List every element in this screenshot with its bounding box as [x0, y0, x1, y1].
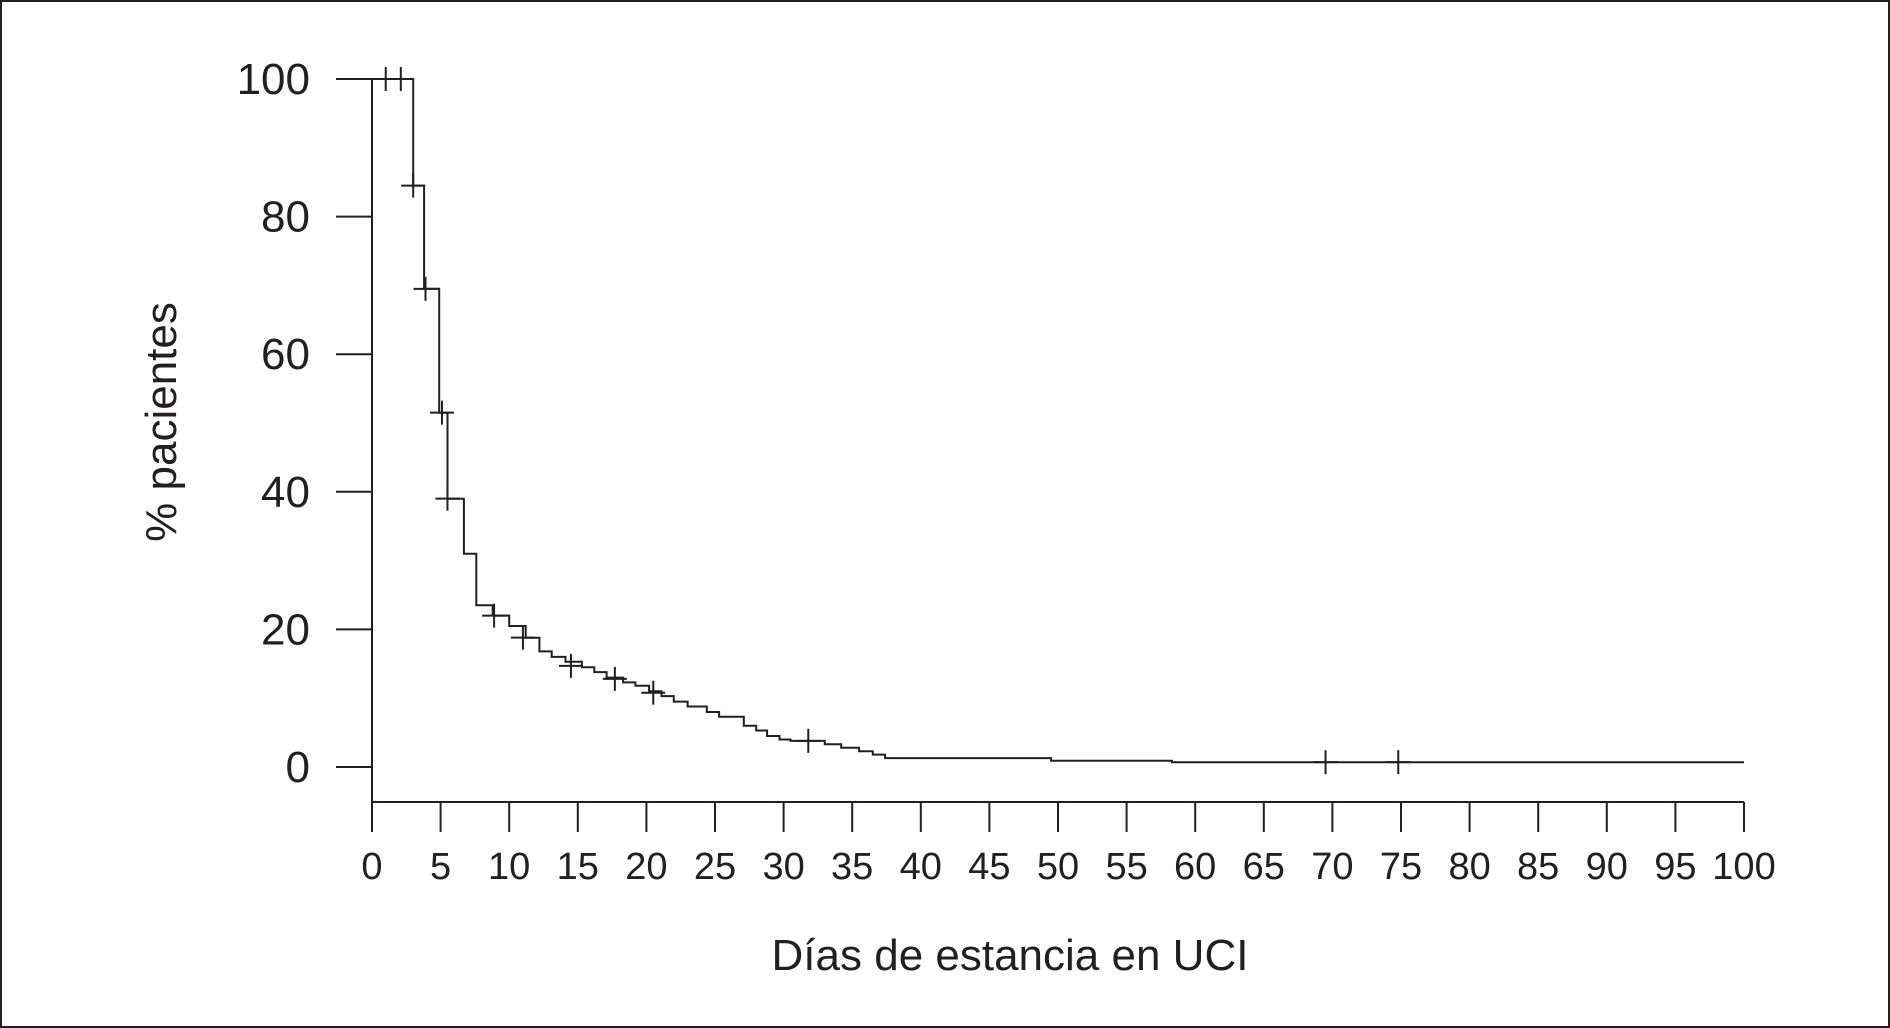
censor-mark — [482, 603, 507, 628]
x-tick-label: 5 — [430, 846, 451, 888]
x-tick-label: 95 — [1654, 846, 1696, 888]
x-ticks: 0 5 10 15 20 25 30 35 40 45 50 55 60 65 70 75 80 85 90 95 10… — [361, 802, 1776, 888]
censor-mark — [558, 653, 583, 678]
x-tick-label: 60 — [1174, 846, 1216, 888]
survival-curve — [372, 78, 1744, 764]
x-tick-label: 10 — [488, 846, 530, 888]
censor-mark — [429, 400, 454, 425]
y-tick-label: 60 — [261, 330, 310, 379]
censor-mark — [435, 486, 460, 511]
censor-mark — [1313, 750, 1338, 775]
censor-mark — [401, 173, 426, 198]
x-tick-label: 25 — [694, 846, 736, 888]
x-tick-label: 0 — [361, 846, 382, 888]
axes: 0 20 40 60 80 100 0 5 10 15 20 25 30 35 40 45 50 55 60 65 7… — [237, 55, 1776, 888]
y-tick-label: 40 — [261, 468, 310, 517]
x-tick-label: 20 — [625, 846, 667, 888]
x-tick-label: 75 — [1380, 846, 1422, 888]
x-tick-label: 55 — [1105, 846, 1147, 888]
censor-mark — [413, 276, 438, 301]
plot-area — [372, 67, 1744, 775]
x-tick-label: 30 — [762, 846, 804, 888]
y-tick-label: 20 — [261, 605, 310, 654]
censor-mark — [510, 625, 535, 650]
x-tick-label: 50 — [1037, 846, 1079, 888]
x-tick-label: 90 — [1586, 846, 1628, 888]
censor-marks — [373, 67, 1411, 775]
x-axis-label: Días de estancia en UCI — [772, 931, 1249, 980]
x-tick-label: 100 — [1712, 846, 1775, 888]
y-tick-label: 0 — [286, 743, 310, 792]
censor-mark — [388, 67, 413, 91]
x-tick-label: 45 — [968, 846, 1010, 888]
y-tick-label: 80 — [261, 193, 310, 242]
x-tick-label: 70 — [1311, 846, 1353, 888]
censor-mark — [796, 728, 821, 753]
x-tick-label: 65 — [1243, 846, 1285, 888]
y-tick-label: 100 — [237, 55, 310, 104]
y-axis-label: % pacientes — [137, 302, 186, 542]
x-tick-label: 15 — [557, 846, 599, 888]
censor-mark — [641, 680, 666, 705]
x-tick-label: 40 — [900, 846, 942, 888]
censor-mark — [1386, 750, 1411, 775]
x-tick-label: 80 — [1448, 846, 1490, 888]
x-tick-label: 35 — [831, 846, 873, 888]
x-tick-label: 85 — [1517, 846, 1559, 888]
censor-mark — [602, 666, 627, 691]
y-ticks: 0 20 40 60 80 100 — [237, 55, 372, 792]
